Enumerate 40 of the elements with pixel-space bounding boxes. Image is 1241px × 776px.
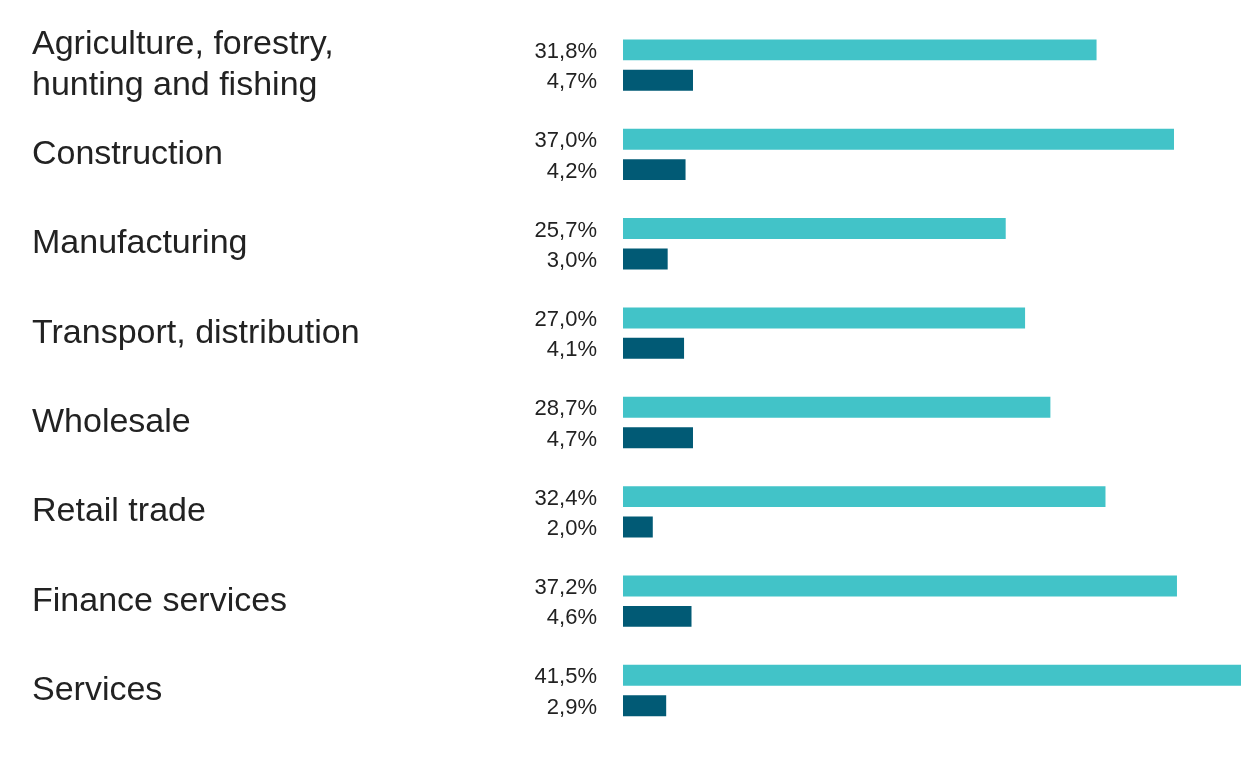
bar	[623, 307, 1026, 329]
y-tick-label: Manufacturing	[32, 222, 248, 261]
data-label: 4,1%	[546, 336, 597, 362]
data-label: 27,0%	[534, 306, 597, 331]
data-label: 32,4%	[534, 484, 597, 510]
bar	[623, 69, 693, 91]
data-label: 4,6%	[546, 604, 597, 630]
y-tick-label: Agriculture, forestry, hunting and fishing	[32, 23, 334, 102]
y-tick-label: Services	[32, 668, 163, 707]
data-label: 37,0%	[534, 127, 597, 153]
y-tick-label: Retail trade	[32, 490, 206, 529]
bar	[623, 664, 1241, 686]
data-label: 4,7%	[546, 425, 597, 451]
data-label: 4,7%	[546, 68, 597, 94]
bar	[623, 337, 685, 359]
data-label: 2,9%	[546, 693, 597, 719]
y-tick-label: Transport, distribution	[32, 311, 360, 350]
data-label: 41,5%	[534, 663, 597, 689]
bar	[623, 218, 1006, 240]
bar	[623, 486, 1106, 508]
bar	[623, 695, 667, 717]
data-label: 28,7%	[534, 395, 597, 421]
y-tick-label: Construction	[32, 132, 223, 171]
data-label: 3,0%	[546, 247, 597, 273]
bar	[623, 396, 1051, 418]
data-label: 2,0%	[546, 515, 597, 541]
bar	[623, 575, 1177, 597]
y-tick-label: Finance services	[32, 579, 288, 618]
bar	[623, 605, 692, 627]
bar	[623, 159, 686, 181]
data-label: 37,2%	[534, 574, 597, 600]
data-label: 4,2%	[546, 157, 597, 183]
bar	[623, 248, 668, 270]
y-tick-label: Wholesale	[32, 400, 191, 439]
bar	[623, 39, 1097, 61]
bar	[623, 516, 653, 538]
bar	[623, 427, 693, 449]
data-label: 31,8%	[534, 37, 597, 63]
bar	[623, 128, 1174, 150]
data-label: 25,7%	[534, 216, 597, 242]
